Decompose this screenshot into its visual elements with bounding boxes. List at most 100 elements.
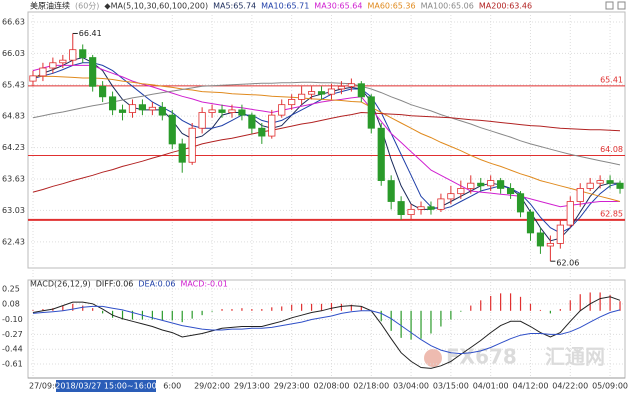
macd-bar xyxy=(111,310,114,318)
x-tick-label: 29/23:00 xyxy=(274,382,310,391)
macd-bar xyxy=(102,310,104,314)
candle-body xyxy=(99,85,107,98)
candle-body xyxy=(108,96,117,111)
candle-body xyxy=(218,109,226,113)
macd-bar xyxy=(271,307,273,311)
candle-body xyxy=(616,182,624,189)
macd-bar xyxy=(340,303,343,311)
candle-body xyxy=(596,180,604,184)
candle-body xyxy=(178,143,186,163)
candle-body xyxy=(377,127,385,181)
candle-body xyxy=(447,193,455,200)
macd-bar xyxy=(301,303,303,311)
macd-bar xyxy=(410,310,412,340)
candle-body xyxy=(79,49,87,58)
candle-body xyxy=(307,91,316,95)
header-item: 美原油连续 xyxy=(30,1,70,11)
candle-body xyxy=(39,67,47,77)
candle-body xyxy=(467,182,475,189)
candle-body xyxy=(327,88,336,95)
candle-body xyxy=(128,104,137,113)
macd-bar xyxy=(330,302,333,311)
x-tick-label: 6:00 xyxy=(163,382,181,391)
macd-bar xyxy=(430,310,432,334)
y-tick-label: 63.03 xyxy=(2,206,25,215)
macd-bar xyxy=(549,310,551,314)
candle-body xyxy=(168,114,176,145)
candle-body xyxy=(427,206,435,210)
header-item: MA5:65.74 xyxy=(213,2,256,11)
y-tick-label: -0.44 xyxy=(2,345,23,354)
macd-bar xyxy=(450,310,452,320)
settings-icon[interactable] xyxy=(605,1,614,10)
macd-bar xyxy=(310,303,313,311)
macd-bar xyxy=(62,305,64,311)
level-label: 62.85 xyxy=(600,209,623,218)
candle-body xyxy=(278,104,286,116)
watermark-text: 汇通网 xyxy=(545,345,605,369)
header-item: DEA:0.06 xyxy=(138,280,175,289)
y-tick-label: 63.63 xyxy=(2,175,25,184)
macd-bar xyxy=(72,303,74,311)
header-item: MA30:65.64 xyxy=(314,2,362,11)
x-tick-label: 27/09:0 xyxy=(29,382,60,391)
macd-bar xyxy=(400,310,402,338)
macd-bar xyxy=(360,306,362,311)
y-tick-label: 66.63 xyxy=(2,17,25,26)
candle-body xyxy=(357,83,365,98)
candle-body xyxy=(208,109,216,113)
x-tick-label: 29/02:00 xyxy=(194,382,230,391)
y-tick-label: 64.83 xyxy=(2,112,25,121)
line-series xyxy=(32,111,621,193)
min-annotation: 62.06 xyxy=(556,259,579,268)
header-item: MACD(26,12,9) xyxy=(30,280,91,289)
y-tick-label: 66.03 xyxy=(2,49,25,58)
macd-bar xyxy=(559,309,561,311)
candle-body xyxy=(407,208,415,216)
y-tick-label: 0.25 xyxy=(2,284,20,293)
candle-body xyxy=(417,206,425,210)
close-icon[interactable] xyxy=(617,1,626,10)
macd-bar xyxy=(251,309,253,311)
x-tick-label: 03/04:00 xyxy=(393,382,429,391)
macd-bar xyxy=(589,292,591,311)
macd-bar xyxy=(320,303,323,311)
header-item: MA100:65.06 xyxy=(421,2,474,11)
line-series xyxy=(32,305,621,355)
line-series xyxy=(32,75,621,202)
candle-body xyxy=(268,114,276,137)
x-tick-label: 03/15:00 xyxy=(433,382,469,391)
macd-bar xyxy=(619,301,621,311)
header-item: DIFF:0.06 xyxy=(96,280,134,289)
macd-bar xyxy=(539,309,542,311)
candle-body xyxy=(347,83,355,87)
macd-bar xyxy=(201,310,203,316)
candle-body xyxy=(228,109,236,113)
macd-bar xyxy=(261,309,263,311)
macd-bar xyxy=(241,308,243,311)
macd-bar xyxy=(500,293,502,311)
candle-body xyxy=(437,198,445,210)
macd-bar xyxy=(171,310,173,321)
candle-body xyxy=(457,188,465,195)
candle-body xyxy=(556,224,564,244)
candle-body xyxy=(497,180,505,189)
macd-bar xyxy=(281,306,283,311)
candle-body xyxy=(367,96,375,129)
header-item: (60分) xyxy=(75,2,99,11)
candle-body xyxy=(258,127,266,137)
x-tick-label: 29/13:00 xyxy=(234,382,270,391)
macd-bar xyxy=(569,300,571,311)
header-item: MA60:65.36 xyxy=(367,2,415,11)
candle-body xyxy=(337,85,346,90)
max-annotation: 66.41 xyxy=(79,29,102,38)
candle-body xyxy=(188,127,196,163)
macd-bar xyxy=(291,304,293,311)
macd-bar xyxy=(470,305,472,311)
candle-body xyxy=(118,109,127,113)
candle-body xyxy=(49,62,57,69)
candle-body xyxy=(29,75,37,82)
header-item: MA200:63.46 xyxy=(479,2,532,11)
macd-bar xyxy=(92,308,94,311)
